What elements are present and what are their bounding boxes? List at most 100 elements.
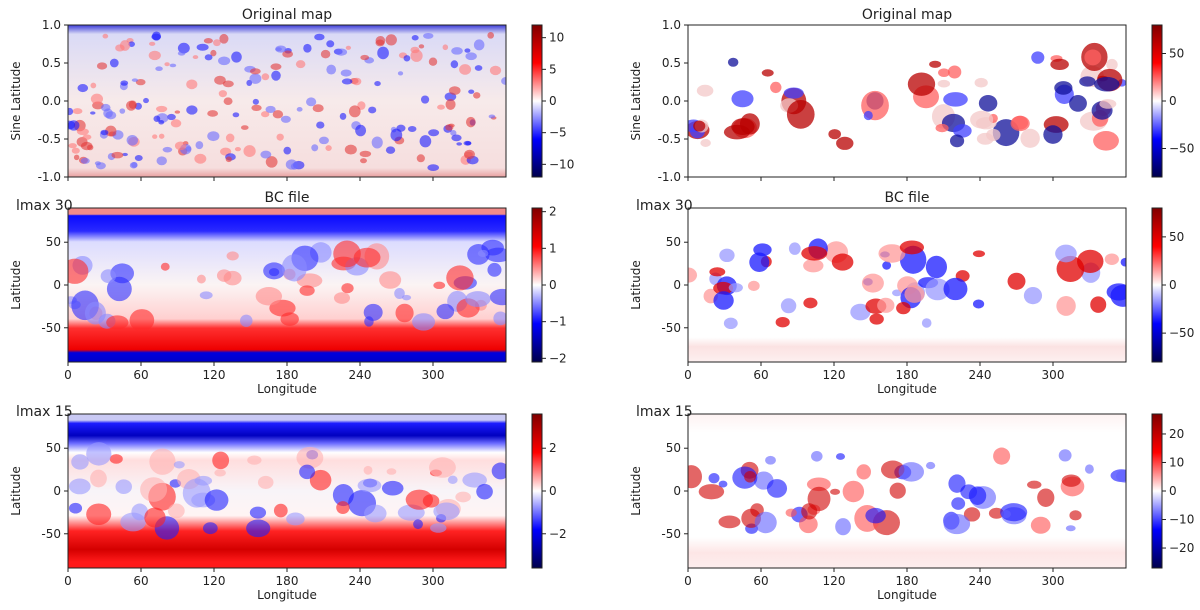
heatmap-image	[688, 25, 1126, 177]
y-tick-label: 0.5	[662, 56, 681, 70]
colorbar-tick-label: 2	[549, 441, 557, 455]
field-pattern	[68, 31, 506, 172]
x-tick-label: 60	[753, 368, 768, 382]
x-tick-label: 0	[64, 368, 72, 382]
x-tick-label: 240	[349, 368, 372, 382]
y-tick-label: 0.0	[662, 94, 681, 108]
colorbar	[531, 413, 543, 569]
colorbar	[531, 24, 543, 178]
y-tick-label: 0.0	[42, 94, 61, 108]
colorbar-tick-label: 20	[1169, 427, 1184, 441]
x-axis-label: Longitude	[877, 382, 937, 396]
colorbar-tick-label: 10	[1169, 455, 1184, 469]
x-tick-label: 0	[684, 574, 692, 588]
x-tick-label: 240	[349, 574, 372, 588]
panel-side-label: lmax 30	[636, 198, 693, 214]
y-tick-label: 0	[53, 484, 61, 498]
panel-title: BC file	[265, 190, 310, 206]
x-tick-label: 240	[969, 368, 992, 382]
colorbar-tick-label: 10	[549, 31, 564, 45]
y-axis-label: Latitude	[629, 260, 643, 309]
colorbar-tick-label: −50	[1169, 326, 1194, 340]
x-tick-label: 180	[276, 574, 299, 588]
x-tick-label: 120	[203, 368, 226, 382]
y-tick-label: -50	[661, 527, 681, 541]
field-pattern	[688, 447, 1126, 536]
x-tick-label: 120	[203, 574, 226, 588]
colorbar-tick-label: −10	[1169, 513, 1194, 527]
y-tick-label: -1.0	[38, 170, 61, 184]
y-tick-label: -1.0	[658, 170, 681, 184]
colorbar	[1151, 24, 1163, 178]
y-axis-label: Sine Latitude	[9, 61, 23, 140]
colorbar-tick-label: −50	[1169, 142, 1194, 156]
heatmap-image	[688, 414, 1126, 568]
colorbar-tick-label: 50	[1169, 47, 1184, 61]
colorbar-tick-label: 50	[1169, 230, 1184, 244]
x-tick-label: 60	[133, 368, 148, 382]
y-axis-label: Sine Latitude	[629, 61, 643, 140]
y-tick-label: -0.5	[658, 132, 681, 146]
field-pattern	[688, 238, 1126, 330]
y-tick-label: -50	[41, 527, 61, 541]
x-tick-label: 300	[1042, 574, 1065, 588]
x-axis-label: Longitude	[877, 588, 937, 602]
y-axis-label: Latitude	[9, 466, 23, 515]
colorbar-tick-label: 0	[549, 484, 557, 498]
panel-title: Original map	[862, 7, 952, 23]
colorbar-tick-label: −2	[549, 351, 567, 365]
panel-side-label: lmax 15	[16, 404, 73, 420]
colorbar-tick-label: −1	[549, 315, 567, 329]
y-tick-label: -0.5	[38, 132, 61, 146]
y-tick-label: -50	[41, 321, 61, 335]
x-tick-label: 120	[823, 368, 846, 382]
y-tick-label: -50	[661, 321, 681, 335]
y-tick-label: 1.0	[662, 18, 681, 32]
y-tick-label: 0	[53, 278, 61, 292]
field-pattern	[688, 42, 1126, 151]
x-axis-label: Longitude	[257, 382, 317, 396]
y-axis-label: Latitude	[629, 466, 643, 515]
y-tick-label: 50	[46, 235, 61, 249]
colorbar-tick-label: 0	[549, 94, 557, 108]
x-tick-label: 120	[823, 574, 846, 588]
x-tick-label: 0	[64, 574, 72, 588]
panel-title: BC file	[885, 190, 930, 206]
x-axis-label: Longitude	[257, 588, 317, 602]
y-tick-label: 50	[46, 441, 61, 455]
colorbar-tick-label: 2	[549, 205, 557, 219]
colorbar	[1151, 413, 1163, 569]
y-tick-label: 0.5	[42, 56, 61, 70]
field-pattern	[68, 239, 506, 332]
y-tick-label: 0	[673, 278, 681, 292]
panel-side-label: lmax 15	[636, 404, 693, 420]
colorbar-tick-label: 0	[1169, 278, 1177, 292]
panel-title: Original map	[242, 7, 332, 23]
y-tick-label: 1.0	[42, 18, 61, 32]
colorbar	[1151, 207, 1163, 363]
colorbar-tick-label: 5	[549, 62, 557, 76]
x-tick-label: 300	[422, 574, 445, 588]
field-pattern	[68, 442, 506, 540]
colorbar-tick-label: −2	[549, 527, 567, 541]
x-tick-label: 180	[896, 574, 919, 588]
y-tick-label: 50	[666, 235, 681, 249]
x-tick-label: 240	[969, 574, 992, 588]
colorbar-tick-label: 0	[1169, 94, 1177, 108]
x-tick-label: 180	[276, 368, 299, 382]
colorbar-tick-label: 0	[549, 278, 557, 292]
colorbar-tick-label: 1	[549, 241, 557, 255]
colorbar-tick-label: 0	[1169, 484, 1177, 498]
x-tick-label: 60	[753, 574, 768, 588]
y-axis-label: Latitude	[9, 260, 23, 309]
colorbar-tick-label: −10	[549, 157, 574, 171]
heatmap-image	[68, 208, 506, 362]
colorbar-tick-label: −20	[1169, 541, 1194, 555]
y-tick-label: 0	[673, 484, 681, 498]
x-tick-label: 300	[422, 368, 445, 382]
heatmap-image	[68, 414, 506, 568]
colorbar	[531, 207, 543, 363]
y-tick-label: 50	[666, 441, 681, 455]
x-tick-label: 180	[896, 368, 919, 382]
